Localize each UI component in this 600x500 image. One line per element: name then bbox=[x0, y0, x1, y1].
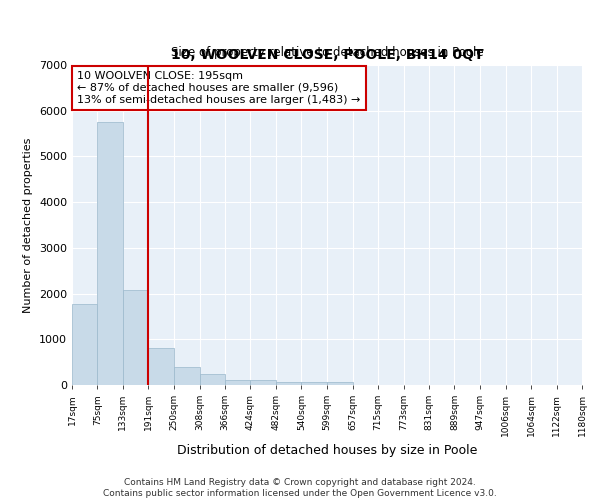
Bar bbox=[250, 380, 276, 385]
Bar bbox=[97, 122, 123, 385]
Bar bbox=[174, 367, 200, 385]
Bar bbox=[72, 304, 97, 385]
Text: 10 WOOLVEN CLOSE: 195sqm
← 87% of detached houses are smaller (9,596)
13% of sem: 10 WOOLVEN CLOSE: 195sqm ← 87% of detach… bbox=[77, 72, 361, 104]
Text: Contains HM Land Registry data © Crown copyright and database right 2024.
Contai: Contains HM Land Registry data © Crown c… bbox=[103, 478, 497, 498]
Bar bbox=[123, 290, 148, 385]
Text: Size of property relative to detached houses in Poole: Size of property relative to detached ho… bbox=[170, 46, 484, 59]
Bar bbox=[301, 382, 327, 385]
X-axis label: Distribution of detached houses by size in Poole: Distribution of detached houses by size … bbox=[177, 444, 477, 458]
Bar bbox=[200, 374, 225, 385]
Title: 10, WOOLVEN CLOSE, POOLE, BH14 0QT: 10, WOOLVEN CLOSE, POOLE, BH14 0QT bbox=[170, 48, 484, 62]
Y-axis label: Number of detached properties: Number of detached properties bbox=[23, 138, 34, 312]
Bar bbox=[148, 348, 174, 385]
Bar bbox=[327, 382, 353, 385]
Bar bbox=[225, 380, 250, 385]
Bar bbox=[276, 382, 301, 385]
